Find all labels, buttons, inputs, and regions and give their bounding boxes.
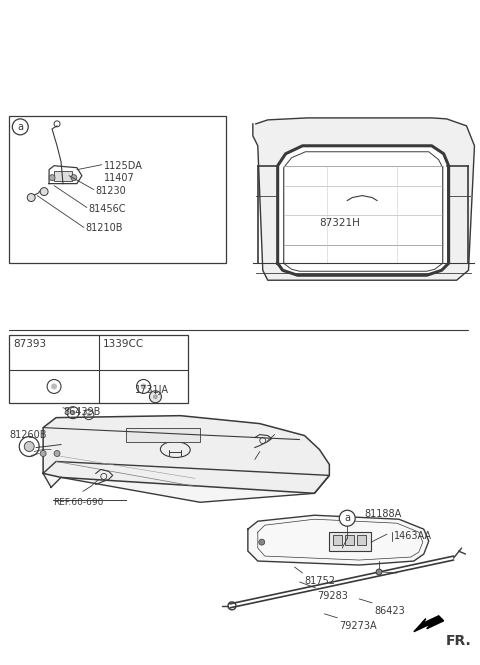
Polygon shape xyxy=(253,118,474,280)
Circle shape xyxy=(40,188,48,196)
Circle shape xyxy=(259,539,265,545)
Circle shape xyxy=(339,510,355,526)
Circle shape xyxy=(49,175,55,181)
FancyBboxPatch shape xyxy=(357,535,366,545)
FancyBboxPatch shape xyxy=(333,535,342,545)
FancyBboxPatch shape xyxy=(329,532,371,551)
Polygon shape xyxy=(248,515,429,565)
Circle shape xyxy=(51,384,57,390)
Text: 1731JA: 1731JA xyxy=(134,385,168,395)
Polygon shape xyxy=(43,416,329,493)
FancyBboxPatch shape xyxy=(345,535,354,545)
Polygon shape xyxy=(43,462,329,502)
FancyBboxPatch shape xyxy=(9,335,188,403)
Circle shape xyxy=(149,391,161,403)
Text: 86423: 86423 xyxy=(374,606,405,616)
Text: REF.60-690: REF.60-690 xyxy=(53,498,104,507)
Text: 81456C: 81456C xyxy=(89,203,126,213)
Text: 87321H: 87321H xyxy=(319,219,360,229)
Text: 1339CC: 1339CC xyxy=(103,339,144,349)
Text: 81260B: 81260B xyxy=(9,430,47,440)
Text: 79283: 79283 xyxy=(317,591,348,601)
Circle shape xyxy=(71,175,77,181)
Circle shape xyxy=(376,569,382,575)
Text: a: a xyxy=(344,513,350,523)
Circle shape xyxy=(24,442,34,452)
Polygon shape xyxy=(277,146,449,275)
Text: FR.: FR. xyxy=(445,634,471,648)
Text: 81188A: 81188A xyxy=(364,509,401,519)
Circle shape xyxy=(87,413,91,417)
Text: 1463AA: 1463AA xyxy=(394,531,432,541)
Text: a: a xyxy=(17,122,23,132)
Text: 87393: 87393 xyxy=(13,339,47,349)
Text: 1125DA: 1125DA xyxy=(104,161,143,171)
Polygon shape xyxy=(414,616,444,632)
Text: 86439B: 86439B xyxy=(63,407,100,417)
Text: 81752: 81752 xyxy=(304,576,336,586)
Circle shape xyxy=(71,410,75,415)
Circle shape xyxy=(54,450,60,456)
Circle shape xyxy=(40,450,46,456)
FancyBboxPatch shape xyxy=(54,171,72,181)
Circle shape xyxy=(153,394,158,399)
Text: 11407: 11407 xyxy=(104,173,134,183)
Circle shape xyxy=(12,119,28,135)
Text: 79273A: 79273A xyxy=(339,621,377,631)
Circle shape xyxy=(27,194,35,201)
FancyBboxPatch shape xyxy=(126,428,200,442)
Circle shape xyxy=(141,384,146,390)
Text: 81230: 81230 xyxy=(96,186,127,196)
Text: 81210B: 81210B xyxy=(86,223,123,233)
FancyBboxPatch shape xyxy=(9,116,226,263)
